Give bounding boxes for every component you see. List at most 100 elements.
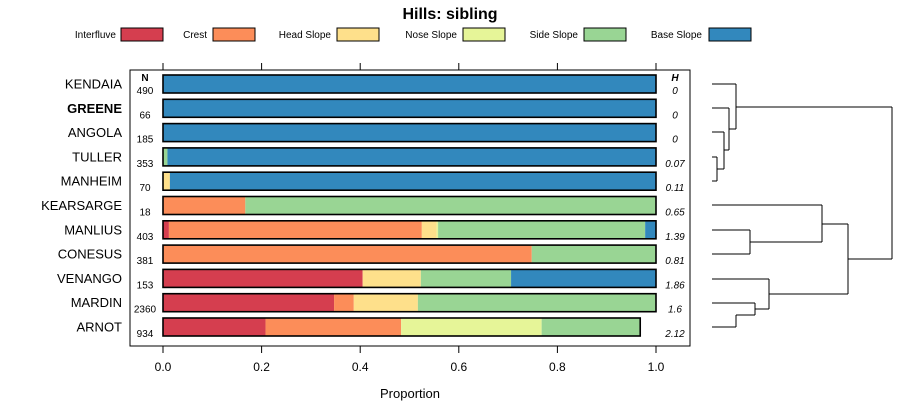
bar-segment-venango-side-slope <box>420 269 512 288</box>
category-label-manheim: MANHEIM <box>61 174 122 189</box>
h-value-tuller: 0.07 <box>665 159 685 170</box>
bar-segment-conesus-crest <box>163 245 532 264</box>
bar-outline-kendaia <box>162 74 657 94</box>
plot-frame <box>129 69 691 347</box>
dendrogram <box>712 83 893 328</box>
category-label-mardin: MARDIN <box>71 295 122 310</box>
bar-outline-venango <box>162 268 657 289</box>
legend-label-head-slope: Head Slope <box>279 30 332 41</box>
h-value-conesus: 0.81 <box>665 256 684 267</box>
legend-swatch-nose-slope <box>462 27 506 42</box>
bar-outline-manlius <box>162 220 657 240</box>
bar-segment-manlius-head-slope <box>421 220 437 239</box>
legend-label-interfluve: Interfluve <box>75 30 117 41</box>
n-value-angola: 185 <box>137 135 154 146</box>
category-label-venango: VENANGO <box>57 271 122 286</box>
bar-outline-mardin <box>162 292 657 313</box>
h-value-venango: 1.86 <box>665 280 685 291</box>
x-tick-label-0-2: 0.2 <box>253 360 270 374</box>
legend-swatch-base-slope <box>708 27 752 42</box>
n-value-mardin: 2360 <box>134 305 157 316</box>
labels-group: KENDAIA 490 0 GREENE 66 0 ANGOLA 185 0 TULLER 353 0… <box>41 77 685 341</box>
category-label-greene: GREENE <box>67 101 122 116</box>
legend-swatch-crest <box>212 27 256 42</box>
bar-segment-mardin-head-slope <box>353 293 418 312</box>
category-label-angola: ANGOLA <box>68 125 123 140</box>
h-column-header: H <box>671 73 679 84</box>
category-label-kendaia: KENDAIA <box>65 77 122 92</box>
x-axis: 0.0 0.2 0.4 0.6 0.8 1.0 <box>155 63 665 374</box>
n-column-header: N <box>141 73 148 84</box>
bars-group <box>162 74 657 337</box>
bar-segment-greene-base-slope <box>163 99 656 118</box>
x-tick-label-0-6: 0.6 <box>450 360 467 374</box>
h-value-manheim: 0.11 <box>666 183 685 194</box>
x-tick-label-0-0: 0.0 <box>155 360 172 374</box>
n-value-manheim: 70 <box>139 183 151 194</box>
bar-segment-manheim-base-slope <box>169 172 657 191</box>
bar-outline-conesus <box>162 244 657 264</box>
n-value-venango: 153 <box>137 280 154 291</box>
n-value-kendaia: 490 <box>137 86 154 97</box>
h-value-angola: 0 <box>672 135 678 146</box>
x-tick-label-0-8: 0.8 <box>549 360 566 374</box>
legend-label-base-slope: Base Slope <box>651 30 703 41</box>
x-axis-label: Proportion <box>380 386 440 401</box>
bar-segment-venango-head-slope <box>362 269 421 288</box>
n-value-kearsarge: 18 <box>139 208 151 219</box>
bar-segment-arnot-crest <box>265 318 402 336</box>
n-value-manlius: 403 <box>137 232 154 243</box>
h-value-arnot: 2.12 <box>664 329 685 340</box>
bar-segment-venango-interfluve <box>163 269 363 288</box>
bar-segment-manheim-head-slope <box>163 172 170 191</box>
h-value-manlius: 1.39 <box>665 232 685 243</box>
chart-title: Hills: sibling <box>402 6 497 23</box>
bar-segment-mardin-interfluve <box>163 293 335 312</box>
bar-outline-manheim <box>162 171 657 191</box>
category-label-arnot: ARNOT <box>77 320 123 335</box>
category-label-conesus: CONESUS <box>58 247 123 262</box>
n-value-arnot: 934 <box>137 329 154 340</box>
legend-label-side-slope: Side Slope <box>530 30 579 41</box>
category-label-kearsarge: KEARSARGE <box>41 198 122 213</box>
bar-segment-kearsarge-crest <box>163 196 246 215</box>
bar-segment-venango-base-slope <box>511 269 656 288</box>
bar-segment-manlius-interfluve <box>163 220 169 239</box>
bar-segment-manlius-side-slope <box>438 220 646 239</box>
bar-outline-angola <box>162 122 657 143</box>
bar-segment-mardin-crest <box>334 293 354 312</box>
category-label-tuller: TULLER <box>72 149 122 164</box>
bar-outline-kearsarge <box>162 195 657 216</box>
bar-segment-kendaia-base-slope <box>163 75 656 93</box>
x-tick-label-0-4: 0.4 <box>352 360 369 374</box>
bar-segment-arnot-nose-slope <box>401 318 542 336</box>
legend-label-nose-slope: Nose Slope <box>405 30 457 41</box>
bar-outline-greene <box>162 98 657 119</box>
x-tick-label-1-0: 1.0 <box>648 360 665 374</box>
h-value-greene: 0 <box>672 110 678 121</box>
bar-segment-conesus-side-slope <box>531 245 656 264</box>
n-value-conesus: 381 <box>137 256 154 267</box>
legend: Interfluve Crest Head Slope Nose Slope Side … <box>75 27 752 42</box>
bar-segment-arnot-side-slope <box>541 318 641 336</box>
bar-segment-manlius-nose-slope <box>436 220 439 239</box>
legend-swatch-side-slope <box>583 27 627 42</box>
bar-segment-manlius-base-slope <box>645 220 656 239</box>
n-value-greene: 66 <box>139 110 151 121</box>
legend-swatch-interfluve <box>120 27 164 42</box>
bar-segment-angola-base-slope <box>163 123 656 142</box>
legend-swatch-head-slope <box>336 27 380 42</box>
bar-segment-arnot-interfluve <box>163 318 266 336</box>
bar-segment-mardin-side-slope <box>417 293 656 312</box>
bar-outline-arnot <box>162 317 642 337</box>
n-value-tuller: 353 <box>137 159 154 170</box>
h-value-kendaia: 0 <box>672 86 678 97</box>
bar-segment-tuller-base-slope <box>167 147 656 166</box>
category-label-manlius: MANLIUS <box>64 222 122 237</box>
h-value-mardin: 1.6 <box>668 305 682 316</box>
bar-segment-kearsarge-side-slope <box>245 196 656 215</box>
bar-outline-tuller <box>162 147 657 167</box>
bar-segment-manlius-crest <box>168 220 422 239</box>
legend-label-crest: Crest <box>183 30 207 41</box>
